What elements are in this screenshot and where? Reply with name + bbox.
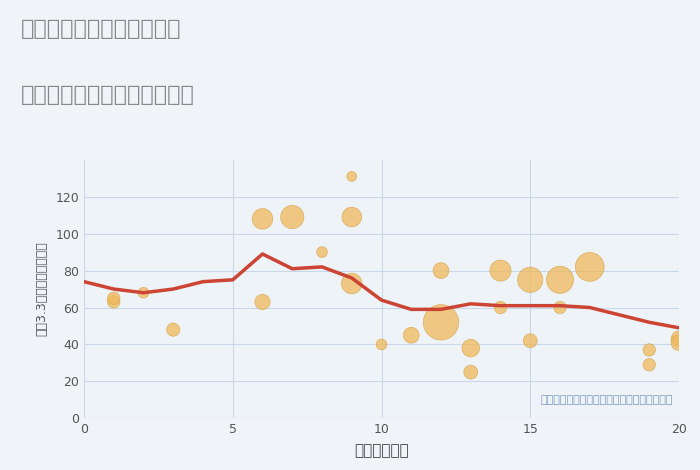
Point	[465, 368, 476, 376]
Point	[287, 213, 298, 221]
Point	[673, 335, 685, 343]
Point	[346, 172, 357, 180]
Point	[495, 304, 506, 311]
Point	[644, 346, 655, 354]
Y-axis label: 坪（3.3㎡）単価（万円）: 坪（3.3㎡）単価（万円）	[35, 242, 48, 337]
Point	[584, 263, 595, 271]
Point	[108, 295, 119, 302]
Point	[673, 339, 685, 346]
Point	[525, 276, 536, 283]
Point	[346, 280, 357, 287]
X-axis label: 駅距離（分）: 駅距離（分）	[354, 443, 409, 458]
Text: 愛知県稲沢市平和町東城の: 愛知県稲沢市平和町東城の	[21, 19, 181, 39]
Point	[435, 267, 447, 274]
Point	[316, 248, 328, 256]
Point	[257, 215, 268, 223]
Point	[644, 361, 655, 368]
Point	[376, 341, 387, 348]
Point	[138, 289, 149, 297]
Point	[554, 304, 566, 311]
Point	[525, 337, 536, 345]
Point	[465, 345, 476, 352]
Point	[346, 213, 357, 221]
Point	[168, 326, 179, 333]
Text: 駅距離別中古マンション価格: 駅距離別中古マンション価格	[21, 85, 195, 105]
Point	[257, 298, 268, 306]
Point	[495, 267, 506, 274]
Text: 円の大きさは、取引のあった物件面積を示す: 円の大きさは、取引のあった物件面積を示す	[540, 395, 673, 405]
Point	[108, 298, 119, 306]
Point	[435, 319, 447, 326]
Point	[554, 276, 566, 283]
Point	[406, 331, 417, 339]
